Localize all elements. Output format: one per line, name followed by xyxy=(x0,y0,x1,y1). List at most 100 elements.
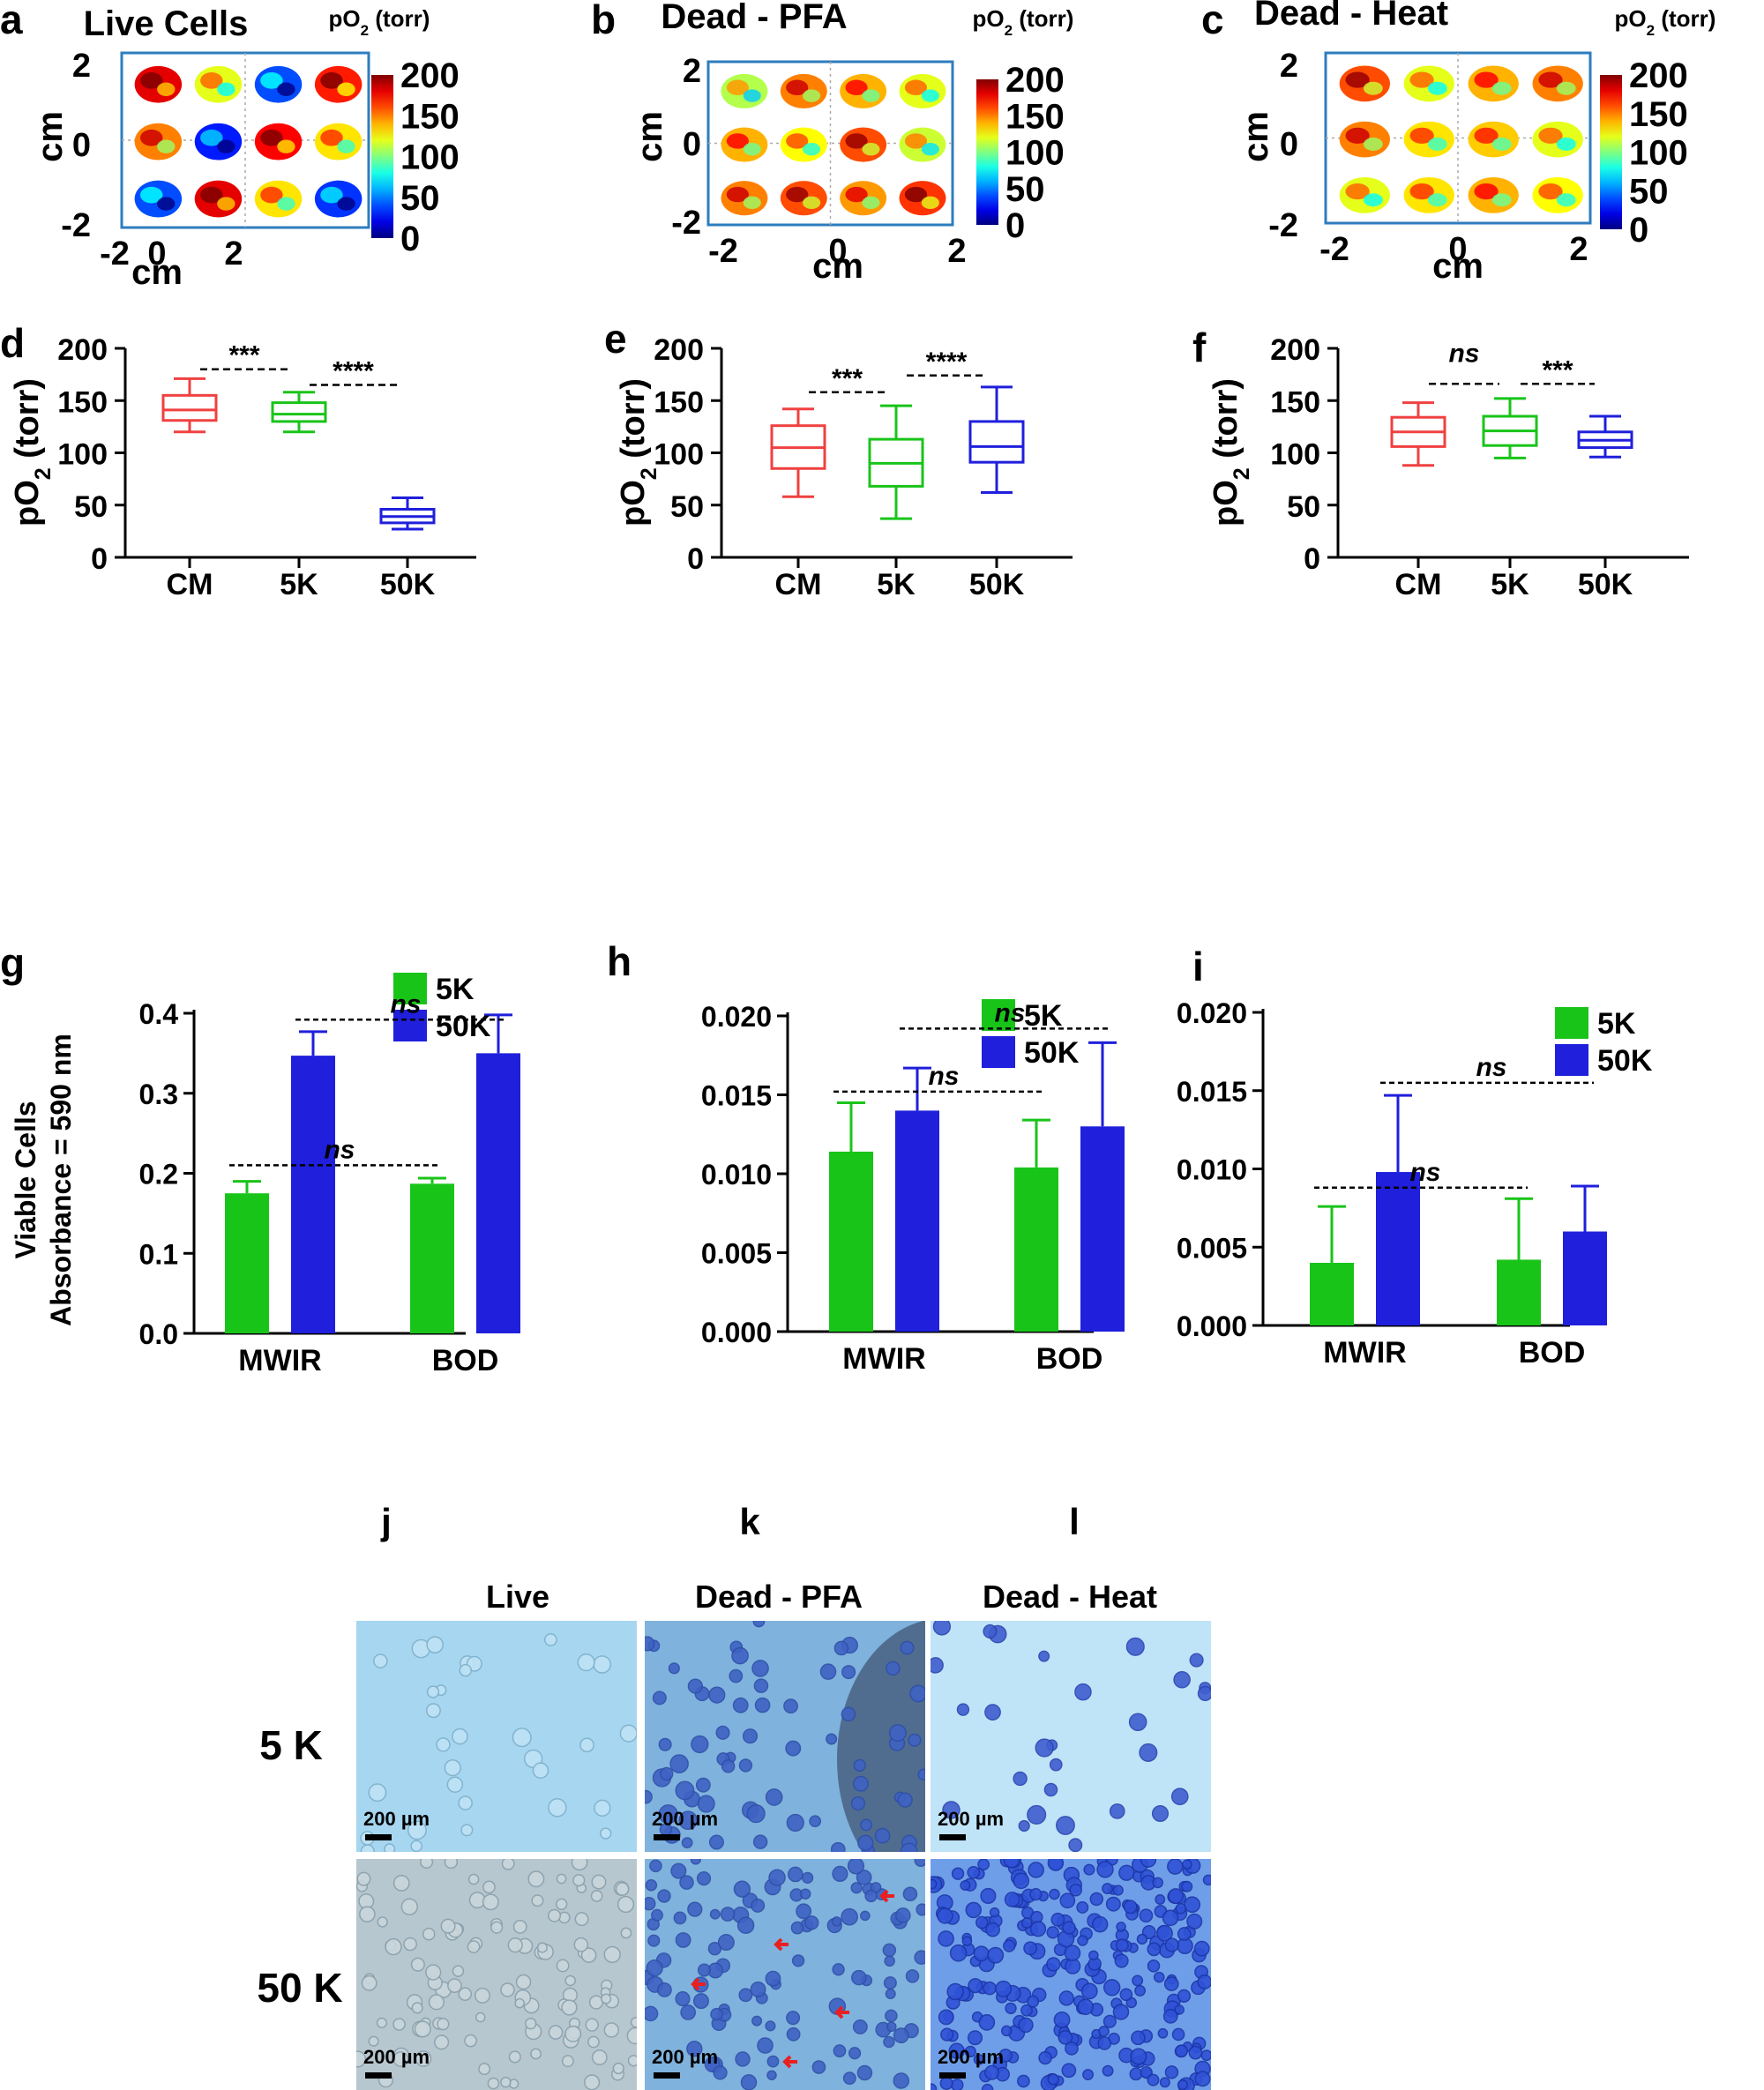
cell xyxy=(901,1641,913,1653)
cell xyxy=(1153,1806,1169,1822)
legend-swatch xyxy=(1555,1007,1588,1039)
cell xyxy=(893,2073,908,2088)
cell xyxy=(1098,2037,1110,2049)
cell xyxy=(833,2045,845,2056)
cell xyxy=(812,2061,825,2073)
legend-label: 5K xyxy=(436,973,475,1006)
x-tick-label: 5K xyxy=(877,568,916,601)
significance-label: ns xyxy=(1409,1158,1440,1187)
cell xyxy=(1013,1873,1028,1888)
cell xyxy=(1178,1928,1191,1940)
colorbar-tick: 150 xyxy=(1005,97,1065,136)
cell xyxy=(1054,2012,1069,2027)
cell xyxy=(1201,2050,1211,2060)
bar-5K-MWIR xyxy=(829,1152,873,1332)
legend-swatch xyxy=(982,1036,1015,1068)
x-tick-label: CM xyxy=(167,568,213,601)
y-axis-label: Absorbance = 590 nm xyxy=(45,1034,77,1326)
cell xyxy=(787,2012,800,2025)
y-tick: 2 xyxy=(683,53,701,90)
cell xyxy=(394,1876,409,1891)
well-coolspot xyxy=(862,143,879,155)
cell xyxy=(1195,1942,1209,1956)
cell xyxy=(1104,2015,1117,2027)
cell xyxy=(437,2019,449,2030)
scalebar xyxy=(365,2072,392,2079)
cell xyxy=(1132,1975,1142,1985)
y-tick-label: 200 xyxy=(654,333,704,367)
y-tick-label: 0.005 xyxy=(1177,1232,1247,1264)
x-axis-label: cm xyxy=(1432,247,1484,286)
bar-50K-MWIR xyxy=(291,1056,335,1333)
well-coolspot xyxy=(803,143,820,155)
panel-letter: j xyxy=(380,1501,392,1542)
cell xyxy=(604,2023,618,2037)
cell xyxy=(1028,1806,1046,1825)
cell xyxy=(646,1880,656,1891)
panel-letter: i xyxy=(1192,944,1204,989)
cell xyxy=(676,1933,690,1947)
cell xyxy=(939,2010,953,2024)
cell xyxy=(437,1738,450,1751)
cell xyxy=(910,1685,926,1701)
y-axis-label: cm xyxy=(31,111,70,162)
well-coolspot xyxy=(1428,193,1447,206)
scalebar-label: 200 µm xyxy=(363,1808,430,1830)
bar-5K-BOD xyxy=(410,1183,454,1333)
y-tick-label: 150 xyxy=(1270,385,1320,419)
scalebar xyxy=(939,2072,966,2079)
cell xyxy=(374,1654,387,1668)
cell xyxy=(1113,1885,1123,1895)
cell xyxy=(968,2031,983,2045)
cell xyxy=(1004,1852,1019,1867)
cell xyxy=(854,1760,865,1772)
micrograph-Live-50 K: 200 µm xyxy=(350,1855,644,2090)
cell xyxy=(732,1647,748,1663)
cell xyxy=(953,1868,964,1879)
cell xyxy=(1153,1877,1162,1887)
cell xyxy=(401,1899,417,1915)
x-tick-label: BOD xyxy=(1519,1336,1586,1370)
colorbar-title: pO2 (torr) xyxy=(329,5,430,39)
panel-g: g0.00.10.20.30.4Viable Cells Absorbance =… xyxy=(0,940,520,1377)
cell xyxy=(787,1815,804,1832)
cell xyxy=(644,2006,658,2020)
map-title: Dead - Heat xyxy=(1254,0,1448,33)
x-tick-label: 5K xyxy=(1491,568,1529,601)
significance-label: ns xyxy=(1448,339,1479,368)
well-coolspot xyxy=(157,83,175,96)
cell xyxy=(988,1947,1003,1962)
cell xyxy=(423,1929,435,1940)
y-tick-label: 50 xyxy=(74,490,108,524)
cell xyxy=(1174,1672,1190,1688)
legend-swatch xyxy=(1555,1044,1588,1076)
cell xyxy=(927,1879,936,1888)
panel-letter: l xyxy=(1069,1501,1080,1542)
cell xyxy=(767,2056,778,2067)
cell xyxy=(697,1779,710,1792)
bar-5K-MWIR xyxy=(225,1193,269,1333)
cell xyxy=(841,1909,857,1925)
cell xyxy=(1189,2046,1201,2058)
cell xyxy=(1164,2010,1177,2023)
cell xyxy=(938,1931,953,1946)
cell xyxy=(1182,1882,1192,1892)
cell xyxy=(793,1955,804,1967)
cell xyxy=(1051,1914,1064,1926)
x-tick-label: 5K xyxy=(280,568,318,601)
cell xyxy=(360,1907,375,1922)
well-coolspot xyxy=(744,89,761,101)
cell xyxy=(751,1900,764,1912)
x-tick-label: CM xyxy=(775,568,822,601)
cell xyxy=(1082,1983,1097,1998)
cell xyxy=(1165,2066,1177,2079)
cell xyxy=(549,1799,566,1817)
cell xyxy=(729,1669,742,1682)
cell xyxy=(1069,1839,1082,1852)
cell xyxy=(549,1909,561,1922)
cell xyxy=(915,1951,928,1964)
well-coolspot xyxy=(744,197,761,209)
cell xyxy=(884,2037,894,2048)
scalebar xyxy=(654,2072,680,2079)
cell xyxy=(430,1995,445,2010)
